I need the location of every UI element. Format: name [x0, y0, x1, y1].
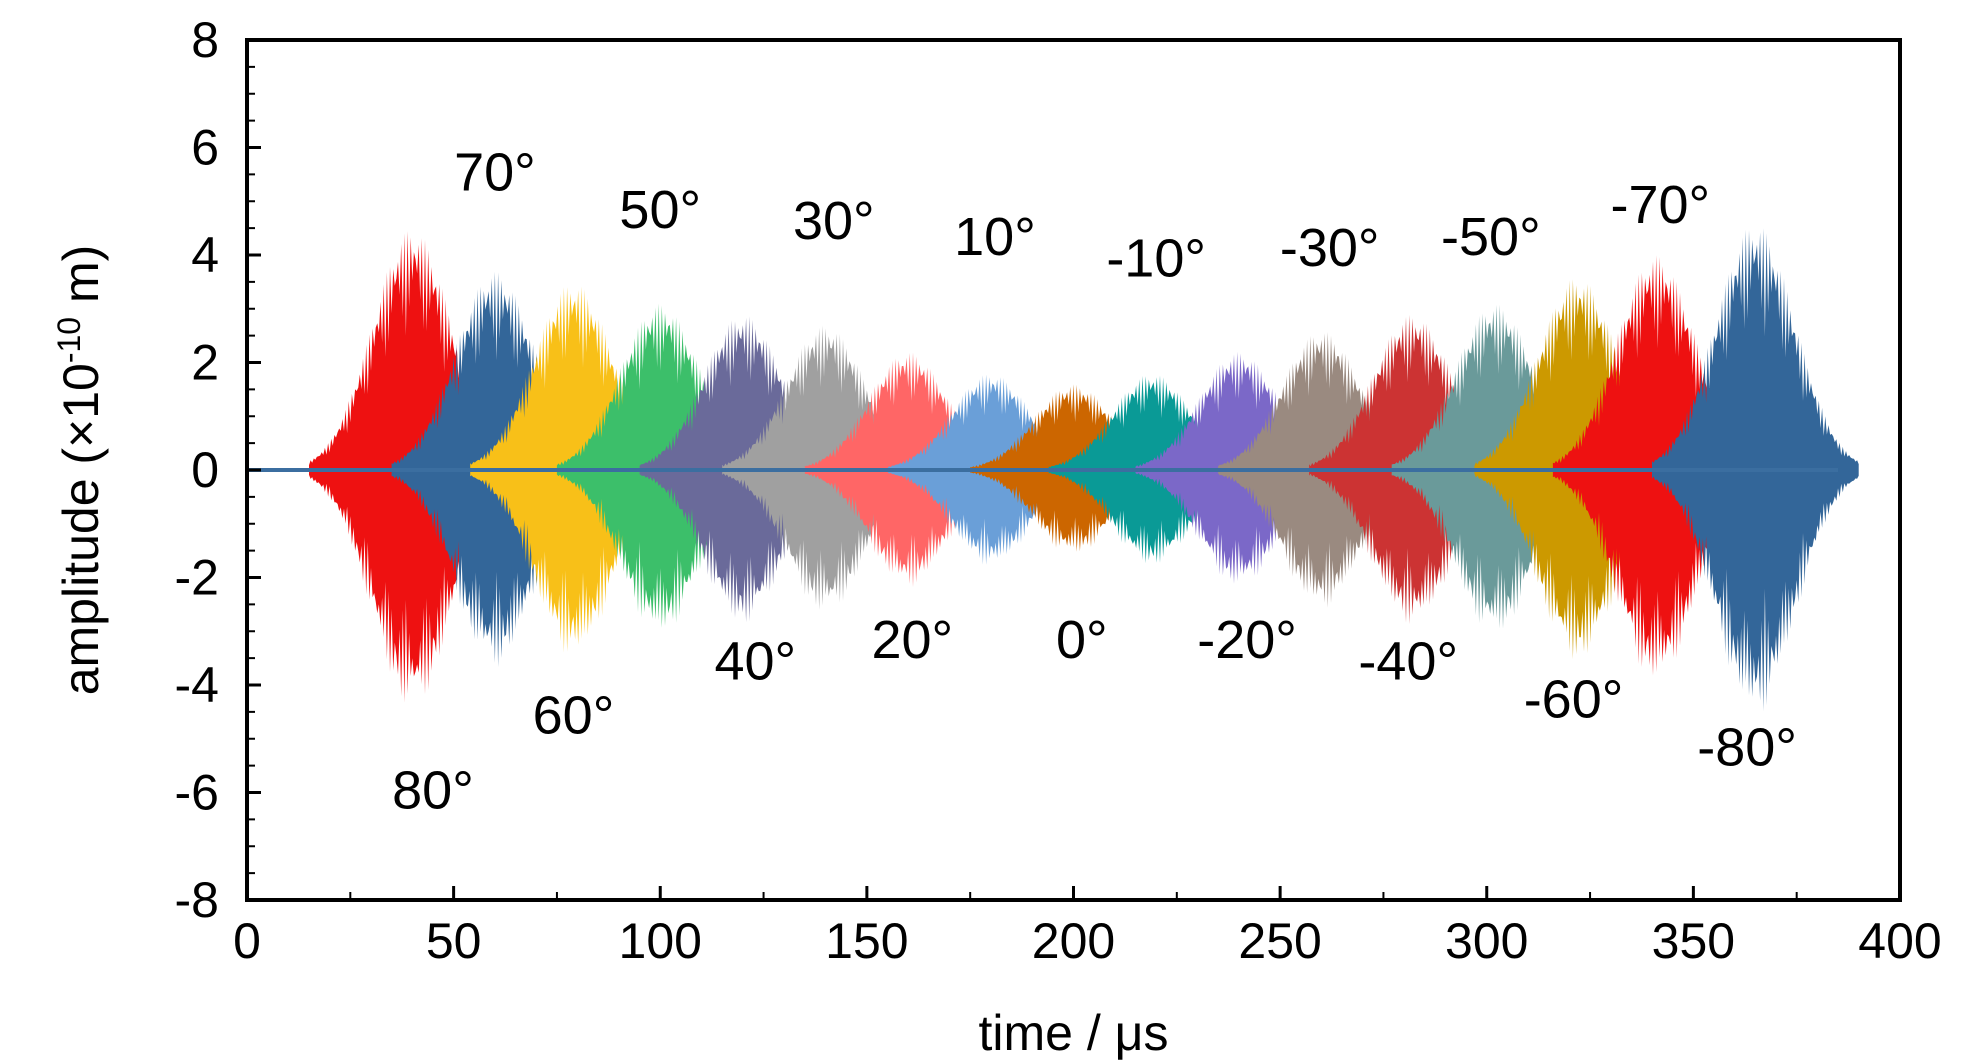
series-label: 10°: [954, 207, 1036, 267]
series-labels-group: 80° 70° 60° 50° 40° 30° 20° 10° 0° -10° -20° -30° -4…: [392, 143, 1797, 821]
series-label: 60°: [533, 685, 615, 745]
series-label: 80°: [392, 761, 474, 821]
x-tick-label: 50: [426, 913, 482, 969]
x-tick-label: 350: [1652, 913, 1735, 969]
x-tick-label: 150: [825, 913, 908, 969]
y-tick-label: -6: [175, 765, 219, 821]
y-tick-label: -8: [175, 872, 219, 928]
y-tick-label: 0: [191, 442, 219, 498]
series-label: -40°: [1358, 632, 1458, 692]
series-label: -60°: [1524, 669, 1624, 729]
y-tick-label: 8: [191, 12, 219, 68]
series-label: -20°: [1197, 610, 1297, 670]
series-label: 20°: [871, 610, 953, 670]
y-tick-label: 4: [191, 227, 219, 283]
x-tick-label: 0: [233, 913, 261, 969]
x-tick-label: 250: [1238, 913, 1321, 969]
series-label: 40°: [714, 632, 796, 692]
x-axis-title: time / μs: [979, 1005, 1169, 1061]
series-label: 30°: [793, 191, 875, 251]
series-label: -30°: [1280, 218, 1380, 278]
y-axis-title-exponent: -10: [51, 317, 87, 363]
x-tick-label: 200: [1032, 913, 1115, 969]
series-label: 0°: [1056, 610, 1108, 670]
series-label: -70°: [1610, 175, 1710, 235]
x-tick-label: 100: [619, 913, 702, 969]
series-label: -80°: [1697, 718, 1797, 778]
series-label: 70°: [454, 143, 536, 203]
y-axis-title: amplitude (×10-10 m): [51, 245, 109, 696]
y-axis-title-main: amplitude (×10: [53, 363, 109, 695]
y-tick-label: 2: [191, 335, 219, 391]
y-tick-label: -2: [175, 550, 219, 606]
series-label: -10°: [1106, 229, 1206, 289]
series-label: -50°: [1441, 207, 1541, 267]
x-tick-label: 300: [1445, 913, 1528, 969]
y-tick-label: -4: [175, 657, 219, 713]
y-axis-title-unit: m): [53, 245, 109, 317]
x-tick-label: 400: [1858, 913, 1941, 969]
series-label: 50°: [619, 180, 701, 240]
y-tick-label: 6: [191, 120, 219, 176]
axis-ticks-group: 0 50 100 150 200 250 300 350 400 8 6 4 2 0 -2 -4 -6 -8: [175, 12, 1942, 969]
